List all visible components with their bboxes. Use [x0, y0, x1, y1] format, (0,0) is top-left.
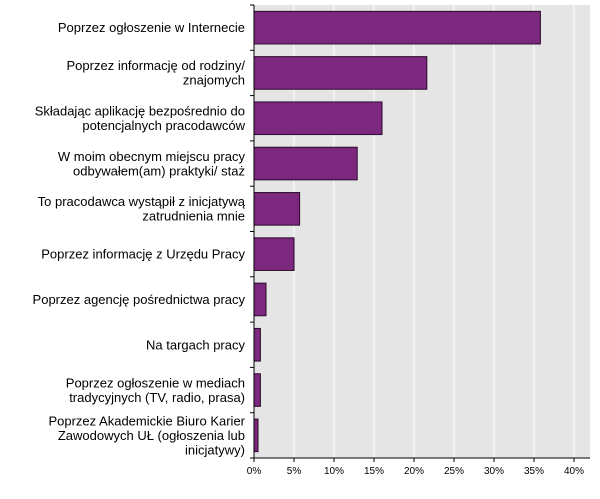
x-tick-label: 5% [287, 466, 302, 477]
category-label: To pracodawca wystąpił z inicjatywą zatru… [38, 194, 246, 224]
x-tick-label: 20% [404, 466, 424, 477]
category-label-line: potencjalnych pracodawców [82, 118, 245, 133]
category-label: W moim obecnym miejscu pracy odbywałem(am… [58, 149, 246, 179]
x-tick-label: 30% [484, 466, 504, 477]
category-label: Na targach pracy [146, 337, 245, 352]
category-label-line: zatrudnienia mnie [142, 209, 245, 224]
bar [253, 101, 383, 136]
category-label-line: Poprzez informację od rodziny/ [67, 58, 246, 73]
category-label-line: Na targach pracy [146, 337, 245, 352]
bar [253, 56, 428, 90]
category-label-line: Składając aplikację bezpośrednio do [35, 104, 245, 119]
category-label: Składając aplikację bezpośrednio do poten… [35, 104, 246, 134]
x-tick-label: 15% [364, 466, 384, 477]
x-tick-label: 25% [444, 466, 464, 477]
category-label-line: To pracodawca wystąpił z inicjatywą [38, 194, 246, 209]
category-label-line: Zawodowych UŁ (ogłoszenia lub [58, 428, 245, 443]
category-label-line: Poprzez ogłoszenie w mediach [66, 375, 245, 390]
category-label-line: tradycyjnych (TV, radio, prasa) [69, 390, 245, 405]
bar [253, 418, 259, 453]
x-tick-label: 40% [564, 466, 584, 477]
bar [253, 327, 261, 362]
category-label-line: W moim obecnym miejscu pracy [58, 149, 246, 164]
x-tick-label: 35% [524, 466, 544, 477]
category-label: Poprzez ogłoszenie w mediach tradycyjnych… [66, 375, 245, 405]
x-tick-label: 10% [324, 466, 344, 477]
category-label-line: Poprzez ogłoszenie w Internecie [58, 20, 245, 35]
category-label: Poprzez Akademickie Biuro Karier Zawodowy… [48, 413, 245, 457]
category-label: Poprzez informację z Urzędu Pracy [41, 247, 245, 262]
category-label-line: inicjatywy) [185, 442, 245, 457]
x-tick-label: 0% [247, 466, 262, 477]
bar [253, 282, 267, 317]
bar [253, 373, 261, 407]
category-label-line: odbywałem(am) praktyki/ staż [73, 163, 245, 178]
bar [253, 237, 295, 271]
category-label-line: Poprzez informację z Urzędu Pracy [41, 247, 245, 262]
y-ticks [250, 4, 254, 459]
bar [253, 10, 541, 45]
bar [253, 192, 301, 226]
category-labels: Poprzez ogłoszenie w Internecie Poprzez i… [33, 20, 246, 457]
x-ticks: 0% 5% 10% 15% 20% 25% 30% 35% 40% [247, 458, 584, 477]
category-label-line: Poprzez agencję pośrednictwa pracy [33, 292, 246, 307]
category-label: Poprzez informację od rodziny/znajomych [67, 58, 246, 88]
category-label-line: znajomych [183, 73, 245, 88]
category-label-line: Poprzez Akademickie Biuro Karier [48, 413, 245, 428]
category-label: Poprzez ogłoszenie w Internecie [58, 20, 245, 35]
bar [253, 146, 358, 181]
category-label: Poprzez agencję pośrednictwa pracy [33, 292, 246, 307]
